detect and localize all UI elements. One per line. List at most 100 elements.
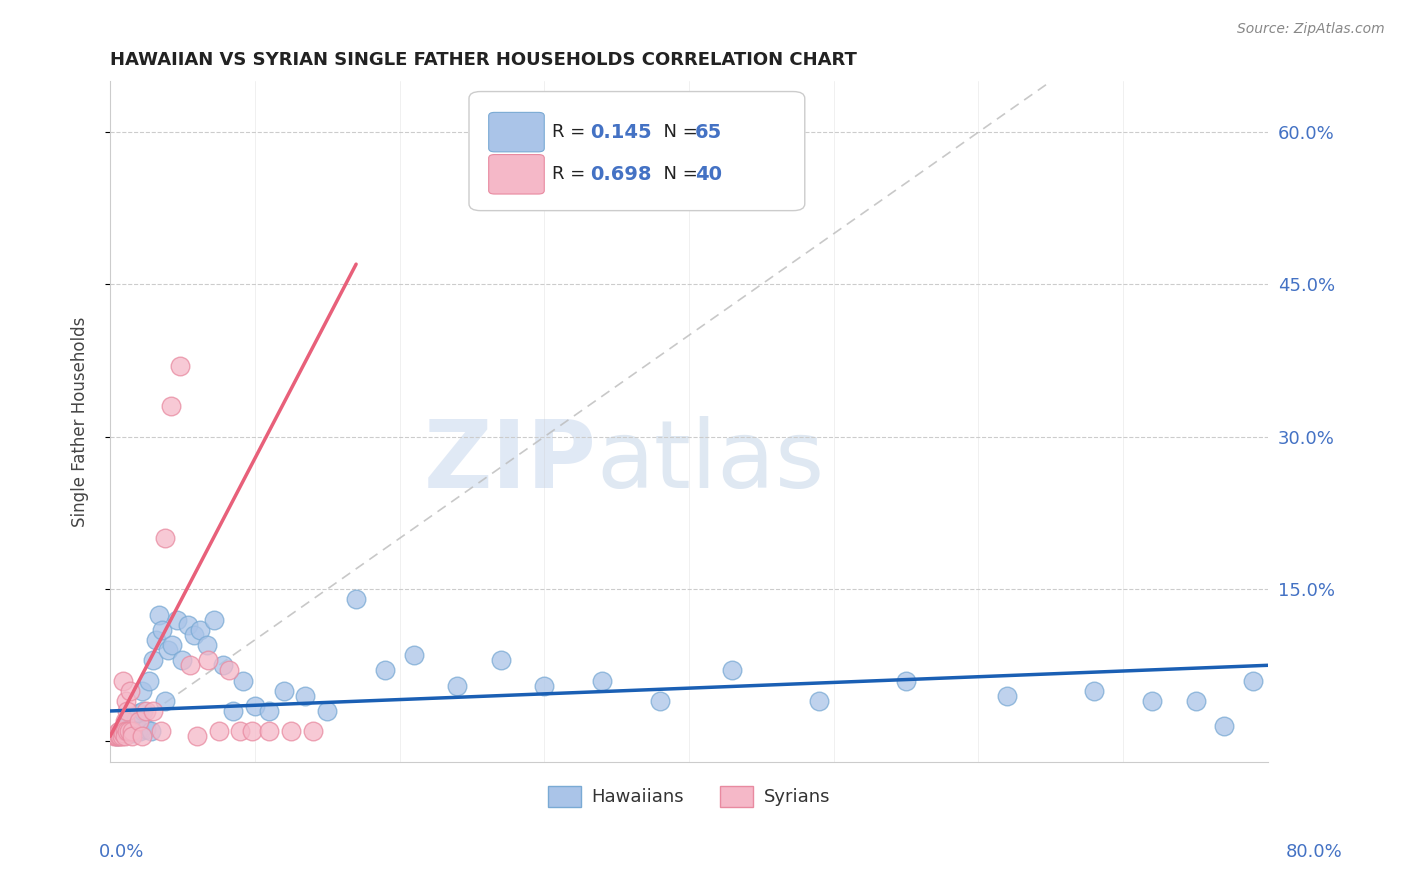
Text: 0.698: 0.698 (591, 165, 652, 184)
Point (111, 726, 134, 740)
Text: 80.0%: 80.0% (1286, 843, 1343, 861)
Point (111, 730, 134, 744)
Point (280, 724, 302, 739)
Point (114, 730, 136, 744)
Point (301, 724, 323, 739)
Point (124, 719, 146, 733)
Point (1140, 694, 1163, 708)
Text: 40: 40 (695, 165, 721, 184)
Point (179, 658, 201, 673)
Point (995, 689, 1018, 703)
Point (218, 664, 240, 678)
Point (145, 632, 167, 647)
Point (160, 400, 183, 414)
FancyBboxPatch shape (489, 112, 544, 152)
Point (166, 613, 188, 627)
Point (222, 704, 245, 718)
Point (132, 704, 155, 718)
Point (1083, 683, 1105, 698)
Point (150, 623, 173, 637)
Point (533, 679, 555, 693)
Point (148, 607, 170, 622)
Point (195, 638, 218, 652)
Point (446, 679, 468, 693)
Point (105, 726, 128, 740)
Point (156, 643, 179, 657)
Point (135, 723, 157, 737)
Point (374, 664, 396, 678)
Point (259, 724, 281, 739)
FancyBboxPatch shape (489, 154, 544, 194)
Point (118, 714, 141, 728)
Point (240, 724, 263, 739)
Point (117, 726, 139, 740)
Text: R =: R = (553, 165, 592, 183)
Y-axis label: Single Father Households: Single Father Households (72, 317, 89, 527)
Point (153, 532, 176, 546)
Point (169, 359, 191, 373)
Point (183, 628, 205, 642)
Point (489, 653, 512, 667)
Point (105, 730, 128, 744)
FancyBboxPatch shape (470, 92, 804, 211)
Point (129, 724, 152, 739)
Point (316, 704, 339, 718)
Point (128, 706, 150, 720)
Point (139, 724, 162, 739)
Point (127, 724, 149, 739)
Point (188, 623, 211, 637)
Point (104, 730, 127, 744)
Point (153, 694, 176, 708)
Point (125, 712, 148, 726)
Point (402, 648, 425, 662)
Point (138, 673, 160, 688)
Point (142, 653, 165, 667)
Point (117, 704, 139, 718)
Point (1241, 673, 1264, 688)
Point (111, 724, 134, 739)
Text: ZIP: ZIP (423, 417, 596, 508)
Point (142, 704, 165, 718)
Text: atlas: atlas (596, 417, 824, 508)
Point (344, 592, 367, 607)
Point (648, 694, 671, 708)
Point (149, 724, 172, 739)
Point (103, 730, 125, 744)
Text: Source: ZipAtlas.com: Source: ZipAtlas.com (1237, 22, 1385, 37)
Point (122, 726, 145, 740)
Text: 65: 65 (695, 122, 723, 142)
Legend: Hawaiians, Syrians: Hawaiians, Syrians (541, 779, 837, 814)
Point (114, 725, 136, 739)
Point (120, 683, 142, 698)
Point (273, 683, 295, 698)
Point (118, 724, 141, 739)
Point (114, 724, 136, 739)
Point (131, 683, 153, 698)
Point (202, 613, 225, 627)
Text: 0.0%: 0.0% (98, 843, 143, 861)
Point (115, 724, 138, 739)
Point (232, 673, 254, 688)
Point (162, 638, 184, 652)
Point (120, 723, 142, 737)
Point (108, 726, 131, 740)
Point (1213, 719, 1236, 733)
Point (112, 673, 135, 688)
Point (186, 730, 208, 744)
Point (808, 694, 831, 708)
Point (114, 719, 136, 733)
Text: 0.145: 0.145 (591, 122, 652, 142)
Point (294, 689, 316, 703)
Point (177, 617, 200, 632)
Point (229, 724, 252, 739)
Point (107, 724, 129, 739)
Point (108, 730, 131, 744)
Point (172, 653, 194, 667)
Point (128, 714, 150, 728)
Text: N =: N = (652, 123, 703, 141)
Point (197, 653, 219, 667)
Point (721, 664, 744, 678)
Point (114, 714, 136, 728)
Point (591, 673, 613, 688)
Point (115, 694, 138, 708)
